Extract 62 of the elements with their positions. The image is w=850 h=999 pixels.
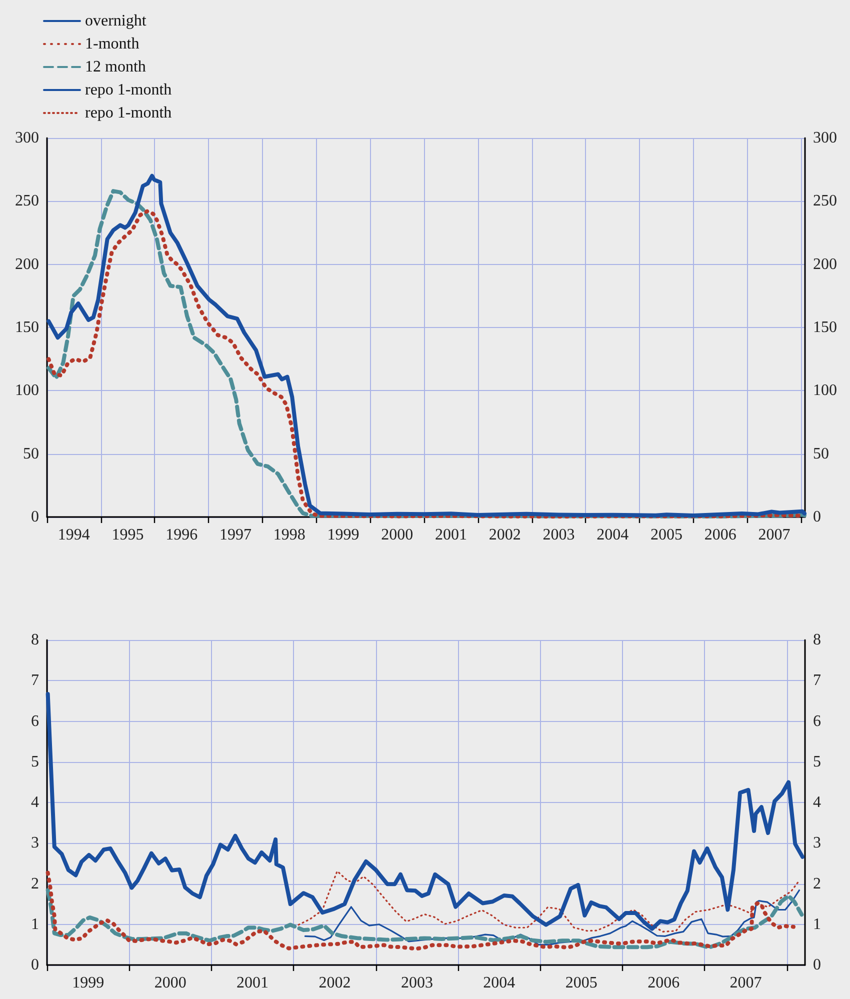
x-tick-label: 2000 [381, 526, 414, 544]
y-tick-label: 6 [31, 712, 39, 730]
y2-tick-label: 150 [813, 319, 837, 336]
x-tick-label: 2003 [542, 526, 575, 544]
y-tick-label: 4 [31, 794, 39, 811]
y-tick-label: 0 [31, 956, 39, 974]
y-tick-label: 1 [31, 916, 39, 933]
y-tick-label: 150 [15, 319, 39, 336]
x-tick-label: 1995 [112, 526, 144, 544]
x-tick-label: 2007 [730, 974, 762, 992]
y2-tick-label: 6 [813, 712, 821, 730]
y-tick-label: 200 [15, 256, 39, 273]
x-tick-label: 2002 [488, 526, 521, 544]
x-tick-label: 2002 [318, 974, 351, 992]
x-tick-label: 1994 [58, 526, 90, 544]
y-tick-label: 8 [31, 632, 39, 648]
y-tick-label: 300 [15, 130, 39, 146]
line-series [46, 870, 796, 951]
legend-label: repo 1-month [85, 82, 172, 98]
x-tick-label: 1999 [72, 974, 104, 992]
x-tick-label: 1998 [273, 526, 306, 544]
x-tick-label: 1999 [327, 526, 360, 544]
y2-tick-label: 200 [813, 256, 837, 273]
x-tick-label: 1997 [220, 526, 252, 544]
y2-tick-label: 7 [813, 672, 821, 690]
y-tick-label: 7 [31, 672, 39, 690]
legend-label: 1-month [85, 36, 140, 52]
x-tick-label: 2004 [596, 526, 629, 544]
y2-tick-label: 250 [813, 192, 837, 210]
y2-tick-label: 300 [813, 130, 837, 146]
x-tick-label: 2006 [648, 974, 680, 992]
x-tick-label: 2005 [650, 526, 683, 544]
y-tick-label: 0 [31, 508, 39, 526]
x-tick-label: 2003 [400, 974, 433, 992]
y2-tick-label: 8 [813, 632, 821, 648]
y-tick-label: 50 [23, 445, 39, 462]
x-tick-label: 2001 [236, 974, 269, 992]
legend-label: 12 month [85, 58, 146, 76]
y-tick-label: 5 [31, 753, 39, 770]
x-tick-label: 1996 [166, 526, 198, 544]
line-series [46, 888, 804, 950]
y2-tick-label: 4 [813, 794, 821, 811]
x-tick-label: 2006 [704, 526, 736, 544]
y-tick-label: 250 [15, 192, 39, 210]
y2-tick-label: 1 [813, 916, 821, 933]
y2-tick-label: 2 [813, 875, 821, 892]
legend-label: overnight [85, 12, 147, 30]
x-tick-label: 2004 [483, 974, 516, 992]
x-tick-label: 2007 [758, 526, 790, 544]
x-tick-label: 2000 [154, 974, 186, 992]
y2-tick-label: 100 [813, 382, 837, 400]
y-tick-label: 3 [31, 834, 39, 852]
y2-tick-label: 0 [813, 956, 821, 974]
x-tick-label: 2005 [565, 974, 598, 992]
y2-tick-label: 0 [813, 508, 821, 526]
y2-tick-label: 3 [813, 834, 821, 852]
y-tick-label: 100 [15, 382, 39, 400]
y-tick-label: 2 [31, 875, 39, 892]
y2-tick-label: 50 [813, 445, 829, 462]
y2-tick-label: 5 [813, 753, 821, 770]
x-tick-label: 2001 [435, 526, 468, 544]
legend-label: repo 1-month [85, 104, 172, 122]
